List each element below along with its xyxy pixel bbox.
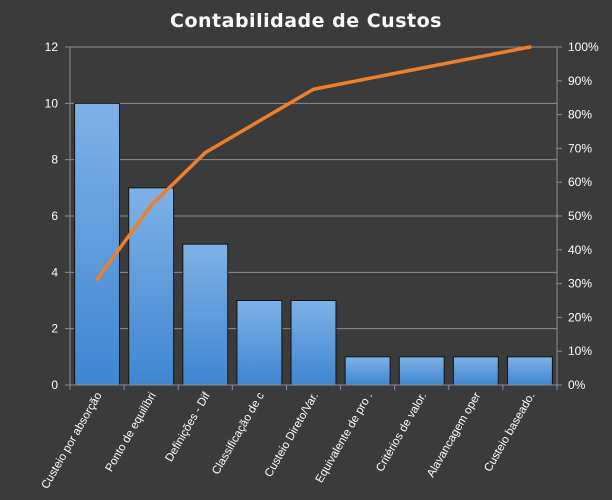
y2-tick-label: 90% [568,74,592,88]
y-tick-label: 10 [45,96,59,110]
right-axis-ticks: 0% 10% 20% 30% 40% 50% 60% 70% 80% 90% 100% [568,40,599,392]
y2-tick-label: 70% [568,141,592,155]
chart-title: Contabilidade de Custos [170,10,442,32]
y2-tick-label: 60% [568,175,592,189]
y-tick-label: 8 [51,153,58,167]
bar [344,356,391,386]
bar [506,356,553,386]
category-label: Equivalente de pro . [314,391,376,486]
cumulative-line [95,45,532,282]
category-label: Alavancagem oper [425,390,483,479]
bar [290,300,337,386]
y2-tick-label: 50% [568,209,592,223]
bar [182,243,229,386]
category-label: Custeio por absorção [40,391,105,492]
y2-tick-label: 30% [568,277,592,291]
category-label: Critérios de valor. [374,391,429,474]
bar [398,356,445,386]
bar [74,102,121,386]
left-axis-ticks: 0 2 4 6 8 10 12 [45,40,59,392]
y-tick-label: 12 [45,40,59,54]
bar [128,187,175,386]
axes [65,46,562,390]
y2-tick-label: 20% [568,310,592,324]
category-label: Custeio baseado. [482,391,537,475]
y2-tick-label: 10% [568,344,592,358]
bar [236,300,283,386]
y-tick-label: 4 [51,265,58,279]
y-tick-label: 2 [51,322,58,336]
category-label: Custeio Direto/Var. [263,391,321,480]
bar [452,356,499,386]
y2-tick-label: 40% [568,243,592,257]
bars [74,102,553,386]
category-label: Classificação de c [210,390,267,476]
y2-tick-label: 100% [568,40,599,54]
y2-tick-label: 80% [568,108,592,122]
category-label: Definições - Dif [163,390,213,464]
y-tick-label: 6 [51,209,58,223]
y-tick-label: 0 [51,378,58,392]
y2-tick-label: 0% [568,378,586,392]
category-label: Ponto de equilíbri [104,391,159,475]
cumulative-percent-line [95,45,532,282]
